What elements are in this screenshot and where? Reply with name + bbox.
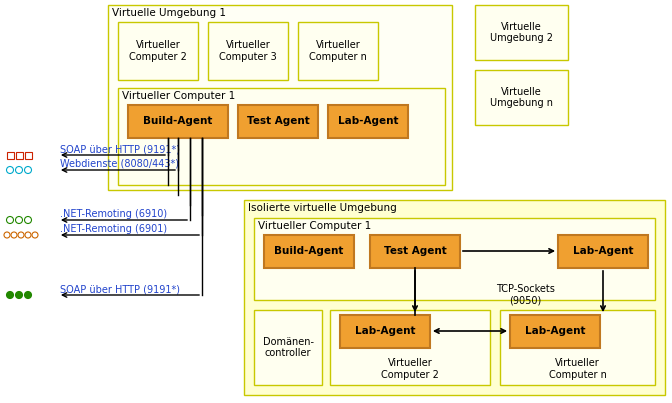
Text: Test Agent: Test Agent: [247, 116, 309, 127]
Text: SOAP über HTTP (9191*): SOAP über HTTP (9191*): [60, 144, 180, 154]
Text: Virtueller Computer 1: Virtueller Computer 1: [258, 221, 371, 231]
Text: Virtuelle
Umgebung n: Virtuelle Umgebung n: [490, 87, 553, 108]
FancyBboxPatch shape: [108, 5, 452, 190]
Text: Virtueller
Computer n: Virtueller Computer n: [309, 40, 367, 62]
FancyBboxPatch shape: [558, 235, 648, 268]
Circle shape: [24, 291, 32, 299]
FancyBboxPatch shape: [118, 22, 198, 80]
Text: Domänen-
controller: Domänen- controller: [263, 337, 314, 358]
Text: .NET-Remoting (6910): .NET-Remoting (6910): [60, 209, 167, 219]
FancyBboxPatch shape: [264, 235, 354, 268]
Text: TCP-Sockets
(9050): TCP-Sockets (9050): [495, 284, 554, 306]
Bar: [15, 152, 22, 158]
FancyBboxPatch shape: [475, 5, 568, 60]
FancyBboxPatch shape: [238, 105, 318, 138]
FancyBboxPatch shape: [254, 218, 655, 300]
FancyBboxPatch shape: [475, 70, 568, 125]
Text: Virtuelle Umgebung 1: Virtuelle Umgebung 1: [112, 8, 226, 18]
Circle shape: [7, 291, 13, 299]
FancyBboxPatch shape: [128, 105, 228, 138]
Text: Virtueller
Computer 3: Virtueller Computer 3: [219, 40, 277, 62]
Text: Lab-Agent: Lab-Agent: [573, 247, 633, 256]
FancyBboxPatch shape: [330, 310, 490, 385]
FancyBboxPatch shape: [254, 310, 322, 385]
Bar: [24, 152, 32, 158]
Text: SOAP über HTTP (9191*): SOAP über HTTP (9191*): [60, 284, 180, 294]
Text: Isolierte virtuelle Umgebung: Isolierte virtuelle Umgebung: [248, 203, 396, 213]
FancyBboxPatch shape: [370, 235, 460, 268]
FancyBboxPatch shape: [244, 200, 665, 395]
Text: Virtueller
Computer n: Virtueller Computer n: [548, 358, 606, 380]
Text: Lab-Agent: Lab-Agent: [338, 116, 398, 127]
FancyBboxPatch shape: [208, 22, 288, 80]
Text: Virtueller Computer 1: Virtueller Computer 1: [122, 91, 235, 101]
Text: Virtuelle
Umgebung 2: Virtuelle Umgebung 2: [490, 22, 553, 43]
FancyBboxPatch shape: [118, 88, 445, 185]
Text: Virtueller
Computer 2: Virtueller Computer 2: [129, 40, 187, 62]
Text: .NET-Remoting (6901): .NET-Remoting (6901): [60, 224, 167, 234]
Text: Webdienste (8080/443*): Webdienste (8080/443*): [60, 159, 179, 169]
Text: Test Agent: Test Agent: [384, 247, 446, 256]
FancyBboxPatch shape: [298, 22, 378, 80]
FancyBboxPatch shape: [510, 315, 600, 348]
Text: Build-Agent: Build-Agent: [274, 247, 343, 256]
FancyBboxPatch shape: [500, 310, 655, 385]
Text: Lab-Agent: Lab-Agent: [355, 326, 415, 337]
Circle shape: [15, 291, 22, 299]
FancyBboxPatch shape: [340, 315, 430, 348]
Text: Virtueller
Computer 2: Virtueller Computer 2: [381, 358, 439, 380]
FancyBboxPatch shape: [328, 105, 408, 138]
Bar: [7, 152, 13, 158]
Text: Lab-Agent: Lab-Agent: [525, 326, 585, 337]
Text: Build-Agent: Build-Agent: [143, 116, 212, 127]
